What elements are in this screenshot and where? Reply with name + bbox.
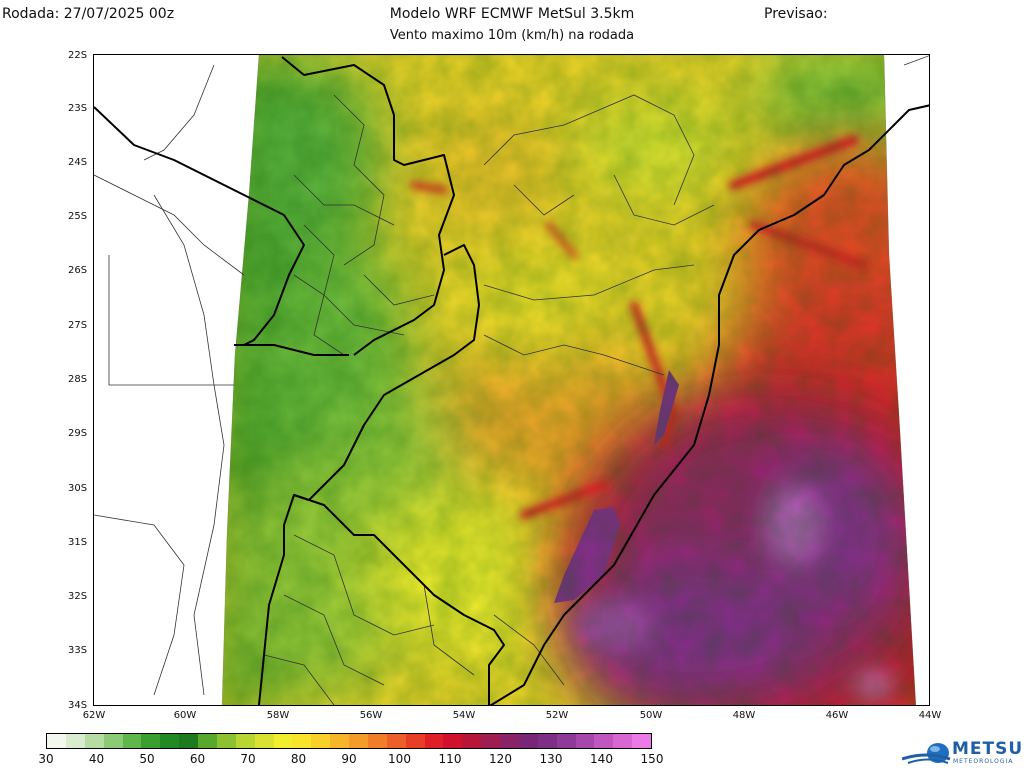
lat-label: 25S bbox=[68, 211, 88, 222]
colorbar-cell bbox=[122, 734, 142, 748]
colorbar-cell bbox=[349, 734, 368, 748]
colorbar-cell bbox=[367, 734, 387, 748]
colorbar-cell bbox=[386, 734, 406, 748]
colorbar-cell bbox=[292, 734, 312, 748]
colorbar-cell bbox=[160, 734, 180, 748]
colorbar-cell bbox=[84, 734, 104, 748]
run-date: Rodada: 27/07/2025 00z bbox=[2, 6, 175, 22]
colorbar-label: 50 bbox=[139, 752, 155, 766]
colorbar-label: 130 bbox=[539, 752, 563, 766]
colorbar-cell bbox=[405, 734, 425, 748]
colorbar-cell bbox=[179, 734, 198, 748]
lon-label: 62W bbox=[82, 710, 106, 721]
lat-label: 30S bbox=[68, 483, 88, 494]
colorbar-cell bbox=[424, 734, 444, 748]
colorbar-label: 150 bbox=[640, 752, 664, 766]
colorbar-cell bbox=[235, 734, 255, 748]
colorbar-label: 140 bbox=[590, 752, 613, 766]
colorbar-label: 40 bbox=[88, 752, 105, 766]
logo-subtext: METEOROLOGIA bbox=[953, 758, 1014, 765]
colorbar-cell bbox=[518, 734, 538, 748]
lat-label: 23S bbox=[68, 103, 88, 114]
forecast-label: Previsao: bbox=[764, 6, 828, 22]
wind-field-svg bbox=[94, 55, 929, 705]
colorbar-cell bbox=[632, 734, 651, 748]
colorbar-label: 90 bbox=[341, 752, 357, 766]
lon-label: 60W bbox=[173, 710, 197, 721]
colorbar-cell bbox=[141, 734, 161, 748]
colorbar-label: 80 bbox=[290, 752, 307, 766]
wind-field bbox=[222, 55, 916, 705]
state-borders bbox=[94, 64, 715, 705]
colorbar-label: 120 bbox=[489, 752, 512, 766]
colorbar-label: 30 bbox=[38, 752, 54, 766]
lat-label: 26S bbox=[68, 265, 88, 276]
lon-label: 52W bbox=[545, 710, 569, 721]
colorbar-cell bbox=[216, 734, 236, 748]
colorbar-label: 60 bbox=[189, 752, 206, 766]
lat-label: 31S bbox=[68, 537, 88, 548]
colorbar-cell bbox=[556, 734, 576, 748]
colorbar-cell bbox=[273, 734, 293, 748]
colorbar-label: 110 bbox=[438, 752, 462, 766]
lon-label: 54W bbox=[452, 710, 476, 721]
lon-label: 46W bbox=[825, 710, 849, 721]
lat-label: 24S bbox=[68, 157, 88, 168]
colorbar-cell bbox=[65, 734, 85, 748]
colorbar-label: 100 bbox=[388, 752, 411, 766]
lat-label: 33S bbox=[68, 645, 88, 656]
lon-label: 44W bbox=[918, 710, 942, 721]
colorbar-cell bbox=[311, 734, 331, 748]
colorbar-cell bbox=[330, 734, 349, 748]
lat-label: 32S bbox=[68, 591, 88, 602]
colorbar-cell bbox=[500, 734, 519, 748]
colorbar-cell bbox=[254, 734, 274, 748]
chart-title: Modelo WRF ECMWF MetSul 3.5km bbox=[389, 6, 635, 22]
colorbar-cell bbox=[47, 734, 66, 748]
metsul-logo bbox=[902, 743, 951, 764]
colorbar bbox=[46, 733, 652, 749]
colorbar-cell bbox=[575, 734, 595, 748]
colorbar-label: 70 bbox=[240, 752, 256, 766]
lat-label: 29S bbox=[68, 428, 88, 439]
colorbar-cell bbox=[103, 734, 123, 748]
colorbar-cell bbox=[443, 734, 463, 748]
chart-subtitle: Vento maximo 10m (km/h) na rodada bbox=[389, 28, 635, 43]
lat-label: 27S bbox=[68, 320, 88, 331]
colorbar-cell bbox=[481, 734, 500, 748]
lat-label: 28S bbox=[68, 374, 88, 385]
lon-label: 48W bbox=[732, 710, 756, 721]
colorbar-cell bbox=[594, 734, 614, 748]
country-borders bbox=[94, 56, 929, 705]
lon-label: 56W bbox=[359, 710, 383, 721]
colorbar-cell bbox=[537, 734, 557, 748]
colorbar-cell bbox=[613, 734, 633, 748]
wind-map bbox=[93, 54, 930, 706]
colorbar-cell bbox=[198, 734, 217, 748]
lat-label: 22S bbox=[68, 50, 88, 61]
colorbar-cell bbox=[462, 734, 482, 748]
logo-text: METSUL bbox=[952, 739, 1024, 759]
lon-label: 58W bbox=[266, 710, 290, 721]
lon-label: 50W bbox=[639, 710, 663, 721]
lat-label: 34S bbox=[68, 700, 88, 711]
